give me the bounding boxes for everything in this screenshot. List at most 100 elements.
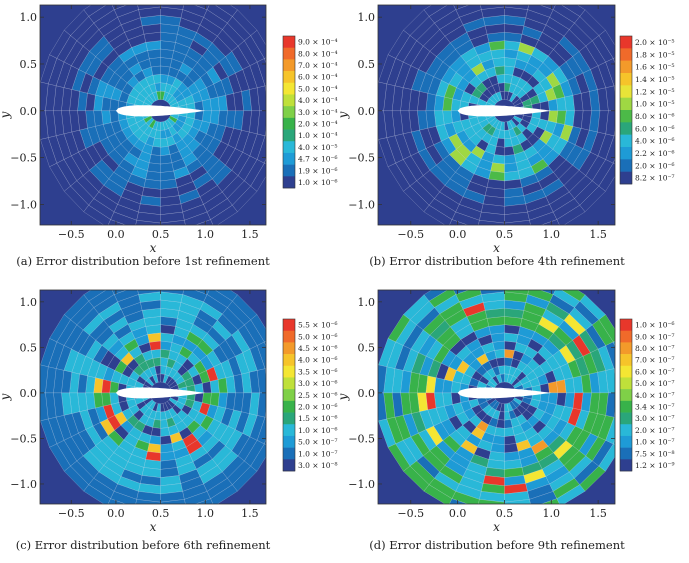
mesh-cell xyxy=(548,98,559,111)
colorbar-swatch xyxy=(283,424,295,437)
colorbar-swatch xyxy=(620,389,632,402)
mesh-cell xyxy=(505,267,534,278)
mesh-cell xyxy=(423,484,453,504)
x-axis-label: x xyxy=(493,520,500,534)
x-tick-label: 1.0 xyxy=(543,228,561,241)
error-field xyxy=(40,0,284,225)
mesh-cell xyxy=(149,57,161,68)
mesh-cell xyxy=(478,499,505,504)
colorbar-label: 4.7 × 10⁻⁶ xyxy=(298,155,338,164)
mesh-cell xyxy=(540,498,560,504)
mesh-cell xyxy=(480,5,505,10)
panel: −0.5 0.0 0.5 1.0 1.5 −1.0 −0.5 0.0 0.5 1.0 x y 1.0 ×… xyxy=(336,267,675,552)
colorbar-swatch xyxy=(283,342,295,355)
colorbar-frame xyxy=(282,318,296,472)
mesh-cell xyxy=(107,270,135,287)
mesh-cell xyxy=(548,110,559,123)
colorbar-label: 2.0 × 10⁻⁶ xyxy=(635,161,675,170)
colorbar-label: 8.0 × 10⁻⁶ xyxy=(635,112,675,121)
mesh-cell xyxy=(504,349,515,359)
mesh-cell xyxy=(202,381,212,394)
mesh-cell xyxy=(448,270,477,287)
mesh-cell xyxy=(605,110,615,136)
mesh-cell xyxy=(504,57,517,68)
colorbar-swatch xyxy=(620,342,632,355)
mesh-cell xyxy=(598,163,615,192)
x-tick-label: 0.5 xyxy=(496,507,514,520)
mesh-cell xyxy=(548,381,559,394)
colorbar-label: 8.0 × 10⁻⁴ xyxy=(298,49,338,58)
colorbar-swatch xyxy=(283,377,295,390)
colorbar-label: 3.0 × 10⁻⁷ xyxy=(635,414,675,423)
y-axis-label: y xyxy=(0,393,12,401)
colorbar-label: 6.0 × 10⁻⁶ xyxy=(635,124,675,133)
mesh-cell xyxy=(450,98,461,111)
mesh-cell xyxy=(605,135,615,164)
mesh-cell xyxy=(561,5,586,17)
mesh-cell xyxy=(504,65,515,76)
mesh-cell xyxy=(476,267,505,278)
x-tick-label: 1.0 xyxy=(197,507,215,520)
mesh-cell xyxy=(264,438,266,445)
colorbar-swatch xyxy=(283,117,295,130)
y-tick-label: 0.5 xyxy=(358,341,376,354)
plot-frame xyxy=(39,289,267,505)
y-tick-label: 1.0 xyxy=(358,11,376,24)
colorbar-swatch xyxy=(283,164,295,177)
colorbar-label: 2.5 × 10⁻⁶ xyxy=(298,391,338,400)
y-tick-label: 0.5 xyxy=(358,58,376,71)
colorbar-label: 5.0 × 10⁻⁷ xyxy=(298,438,338,447)
colorbar-frame xyxy=(619,35,633,185)
y-tick-label: 0.0 xyxy=(20,387,38,400)
colorbar-label: 1.9 × 10⁻⁶ xyxy=(298,166,338,175)
mesh-cell xyxy=(451,211,480,225)
colorbar-label: 8.0 × 10⁻⁷ xyxy=(635,344,675,353)
colorbar-swatch xyxy=(620,60,632,74)
colorbar-swatch xyxy=(620,412,632,425)
x-tick-label: 0.0 xyxy=(449,507,467,520)
mesh-cell xyxy=(40,364,49,394)
x-tick-label: 1.5 xyxy=(241,228,259,241)
mesh-cell xyxy=(160,48,174,59)
mesh-cell xyxy=(264,157,266,165)
y-tick-label: −1.0 xyxy=(348,478,375,491)
colorbar-swatch xyxy=(283,47,295,60)
error-field xyxy=(40,270,266,504)
x-tick-label: −0.5 xyxy=(397,228,424,241)
mesh-cell xyxy=(109,98,119,111)
mesh-cell xyxy=(450,110,461,123)
colorbar-swatch xyxy=(620,354,632,367)
colorbar-label: 5.0 × 10⁻⁶ xyxy=(298,332,338,341)
y-tick-label: −1.0 xyxy=(10,478,37,491)
colorbar-label: 2.0 × 10⁻⁶ xyxy=(298,402,338,411)
airfoil-shape xyxy=(457,105,552,117)
mesh-cell xyxy=(214,5,238,17)
panel: −0.5 0.0 0.5 1.0 1.5 −1.0 −0.5 0.0 0.5 1.0 x y 9.0 ×… xyxy=(0,0,338,268)
mesh-cell xyxy=(206,290,233,308)
mesh-cell xyxy=(504,499,531,504)
colorbar-label: 1.0 × 10⁻⁵ xyxy=(635,100,675,109)
colorbar-label: 7.0 × 10⁻⁴ xyxy=(298,61,338,70)
colorbar-swatch xyxy=(620,147,632,160)
colorbar-swatch xyxy=(283,129,295,142)
y-tick-label: −0.5 xyxy=(348,152,375,165)
mesh-cell xyxy=(210,392,220,407)
mesh-cell xyxy=(605,417,615,445)
colorbar-label: 4.0 × 10⁻⁴ xyxy=(298,96,338,105)
mesh-cell xyxy=(150,146,161,156)
mesh-cell xyxy=(480,290,505,295)
mesh-cell xyxy=(107,0,135,2)
mesh-cell xyxy=(202,110,212,123)
colorbar-swatch xyxy=(283,71,295,84)
colorbar-swatch xyxy=(283,354,295,367)
colorbar-frame xyxy=(619,318,633,472)
colorbar-swatch xyxy=(620,73,632,86)
colorbar-label: 6.0 × 10⁻⁴ xyxy=(298,73,338,82)
colorbar-label: 5.0 × 10⁻⁴ xyxy=(298,84,338,93)
mesh-cell xyxy=(160,435,173,445)
mesh-cell xyxy=(605,392,615,418)
x-tick-label: 1.5 xyxy=(589,507,607,520)
x-tick-label: 1.0 xyxy=(543,507,561,520)
mesh-cell xyxy=(504,340,517,351)
mesh-cell xyxy=(273,82,284,111)
